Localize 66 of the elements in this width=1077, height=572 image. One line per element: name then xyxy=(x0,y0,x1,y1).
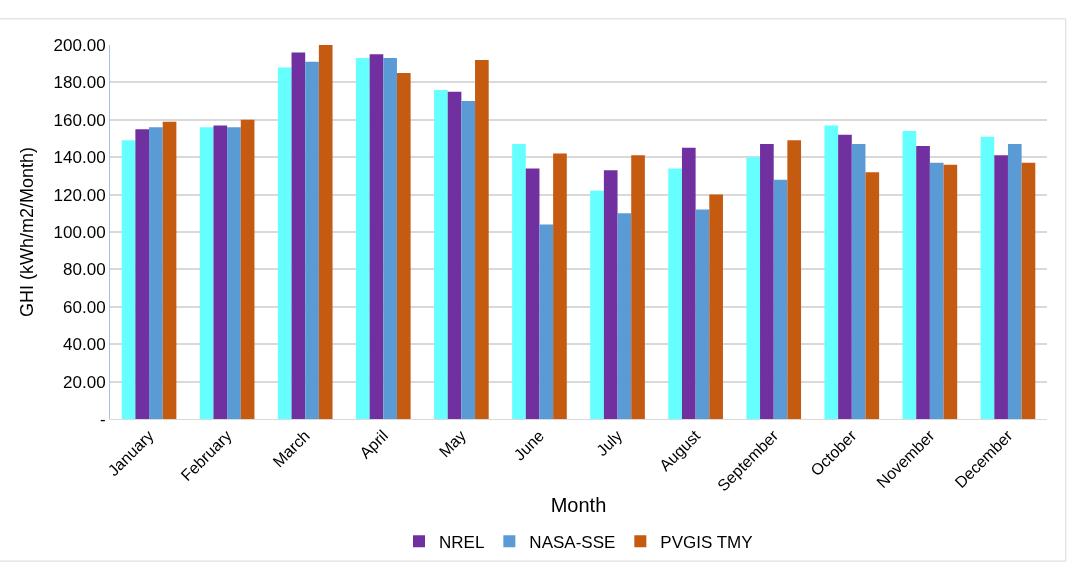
bar xyxy=(512,144,526,419)
bar xyxy=(943,164,958,419)
bar xyxy=(227,127,241,419)
bar xyxy=(916,145,930,419)
bar xyxy=(525,168,540,419)
y-tick-label: 40.00 xyxy=(63,335,106,355)
y-tick-label: 80.00 xyxy=(63,260,106,280)
bar xyxy=(383,58,397,419)
bar xyxy=(902,131,917,419)
bar xyxy=(865,172,880,419)
bar xyxy=(709,194,723,419)
bar xyxy=(213,125,228,419)
bar xyxy=(1007,144,1022,419)
bar xyxy=(553,153,567,419)
bar xyxy=(318,45,333,419)
legend-label: NASA-SSE xyxy=(529,532,616,552)
bar xyxy=(760,144,774,419)
y-tick-label: 140.00 xyxy=(53,148,106,168)
y-tick-label: - xyxy=(99,409,106,429)
x-tick-label: May xyxy=(435,426,470,461)
bar xyxy=(631,155,645,419)
bar xyxy=(980,136,995,419)
bar xyxy=(447,91,462,419)
bar xyxy=(277,67,292,419)
bar xyxy=(396,73,411,419)
bar xyxy=(773,179,788,419)
y-tick-label: 160.00 xyxy=(53,110,106,130)
bar xyxy=(199,127,214,419)
bar xyxy=(355,58,370,419)
bar xyxy=(695,209,710,419)
y-tick-label: 180.00 xyxy=(53,73,106,93)
bar xyxy=(369,54,384,419)
legend-label: PVGIS TMY xyxy=(660,532,753,552)
bar xyxy=(149,127,163,419)
x-tick-label: July xyxy=(593,426,626,460)
bar xyxy=(929,162,944,419)
bar xyxy=(824,125,839,419)
x-axis-title: Month xyxy=(550,493,607,516)
bar xyxy=(135,129,150,419)
bar xyxy=(994,155,1008,419)
bar xyxy=(240,119,255,419)
y-tick-label: 60.00 xyxy=(63,297,106,317)
y-axis-title: GHI (kWh/m2/Month) xyxy=(16,146,37,318)
bar xyxy=(305,61,319,419)
bar xyxy=(434,89,448,419)
bar xyxy=(539,224,554,419)
bar xyxy=(617,213,632,419)
y-tick-label: 100.00 xyxy=(53,222,106,242)
bar xyxy=(851,144,866,419)
bar xyxy=(746,157,761,419)
bar xyxy=(291,52,306,419)
y-tick-label: 120.00 xyxy=(53,185,106,205)
bar xyxy=(603,170,618,419)
bar xyxy=(838,134,852,419)
bar xyxy=(475,59,489,419)
legend-label: NREL xyxy=(439,532,485,552)
bar xyxy=(681,147,696,419)
y-tick-label: 200.00 xyxy=(53,35,106,55)
bar xyxy=(461,101,476,419)
bar xyxy=(668,168,682,419)
bar xyxy=(590,190,604,419)
bar xyxy=(787,140,802,419)
bar xyxy=(1021,162,1036,419)
bar xyxy=(121,140,136,419)
y-tick-label: 20.00 xyxy=(63,372,106,392)
bar xyxy=(162,121,177,419)
